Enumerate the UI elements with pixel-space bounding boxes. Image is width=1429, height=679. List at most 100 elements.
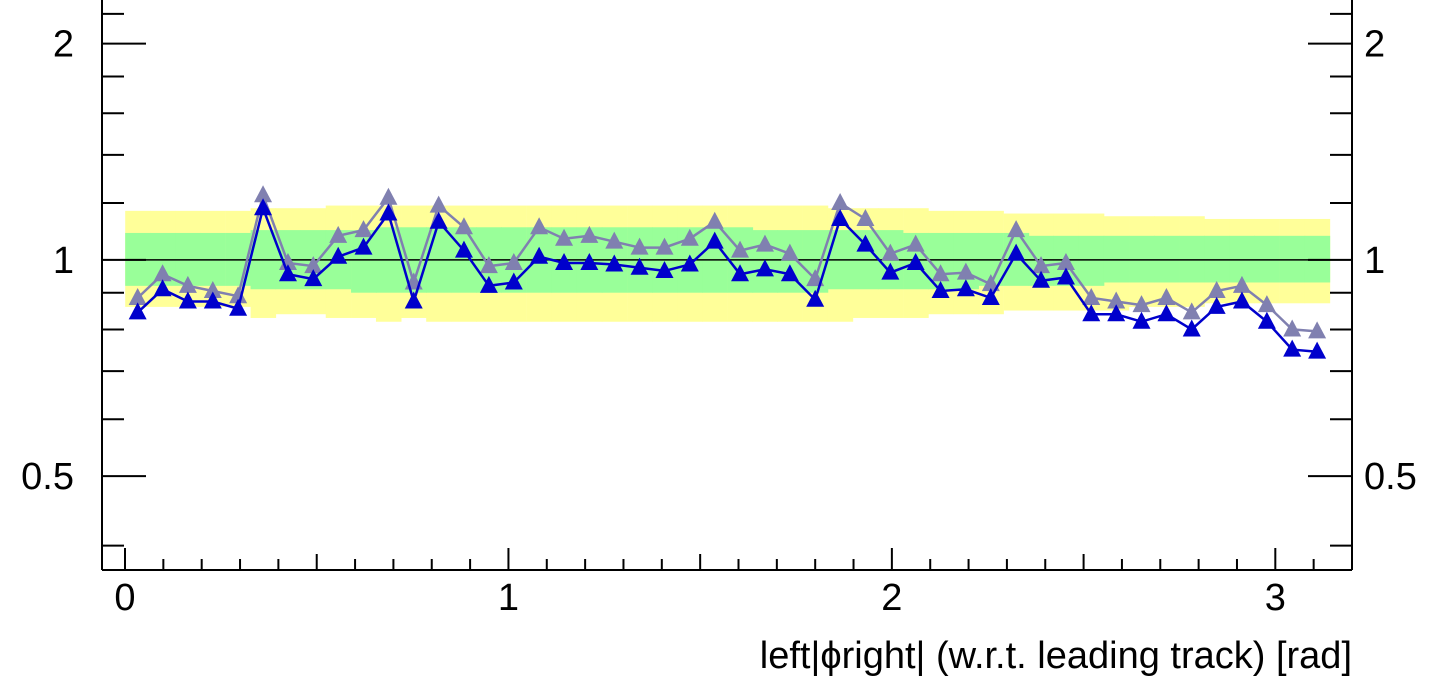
series-2-marker	[1232, 291, 1251, 309]
series-2-marker	[530, 246, 549, 264]
series-1-marker	[203, 280, 222, 298]
series-1-marker	[1257, 295, 1276, 313]
series-1-marker	[1157, 287, 1176, 305]
series-1-marker	[479, 256, 498, 274]
series-2-marker	[906, 252, 925, 270]
series-2-marker	[755, 259, 774, 277]
series-1-marker	[931, 264, 950, 282]
series-2-marker	[630, 257, 649, 275]
tick-labels: 0 1 2 3 0.5 1 2 0.5 1 2	[21, 24, 1417, 619]
series-1-marker	[1056, 252, 1075, 270]
series-1-marker	[454, 217, 473, 235]
series-1-marker	[1182, 302, 1201, 320]
series-1-marker	[655, 237, 674, 255]
y-tick-label-left: 0.5	[21, 456, 74, 498]
series-2-marker	[1132, 311, 1151, 329]
series-2-marker	[178, 291, 197, 309]
series-2-marker	[1032, 270, 1051, 288]
series-1-marker	[1107, 291, 1126, 309]
x-tick-label: 0	[114, 577, 135, 619]
series-1-marker	[429, 195, 448, 213]
series-1-marker	[1283, 319, 1302, 337]
series-2-marker	[379, 203, 398, 221]
y-tick-label-right: 1	[1364, 240, 1385, 282]
series-1-marker	[906, 234, 925, 252]
uncertainty-bands	[125, 205, 1331, 322]
series-1-marker	[1082, 287, 1101, 305]
series-1-marker	[153, 264, 172, 282]
series-1-marker	[254, 185, 273, 203]
series-2-marker	[956, 279, 975, 297]
series-2-marker	[304, 269, 323, 287]
series-2-marker	[1308, 341, 1327, 359]
series-2-marker	[203, 291, 222, 309]
series-1-marker	[354, 220, 373, 238]
series-1-marker	[329, 225, 348, 243]
series-2-marker	[1056, 267, 1075, 285]
x-tick-label: 2	[881, 577, 902, 619]
series-1-marker	[379, 187, 398, 205]
series-2-marker	[655, 260, 674, 278]
series-2-marker	[881, 262, 900, 280]
series-1-marker	[1232, 275, 1251, 293]
series-2-marker	[504, 272, 523, 290]
y-tick-label-left: 1	[53, 240, 74, 282]
series-2-marker	[329, 246, 348, 264]
series-1-marker	[856, 208, 875, 226]
y-tick-label-right: 0.5	[1364, 456, 1417, 498]
series-2-marker	[254, 198, 273, 216]
series-1-marker	[229, 286, 248, 304]
series-2-marker	[555, 252, 574, 270]
axis-ticks	[102, 12, 1352, 570]
series-2-marker	[454, 240, 473, 258]
series-2-marker	[931, 280, 950, 298]
series-2-marker	[128, 302, 147, 320]
series-2-marker	[153, 279, 172, 297]
series-1-marker	[1007, 220, 1026, 238]
series-2-marker	[1082, 304, 1101, 322]
x-tick-label: 3	[1265, 577, 1286, 619]
series-2-marker	[731, 264, 750, 282]
series-1-marker	[1032, 256, 1051, 274]
series-2-marker	[1257, 311, 1276, 329]
series-1-marker	[128, 287, 147, 305]
series-2-marker	[1107, 304, 1126, 322]
series-1-marker	[981, 274, 1000, 292]
series-1-marker	[580, 225, 599, 243]
series-2-marker	[479, 275, 498, 293]
series-1-marker	[731, 240, 750, 258]
series-2-marker	[1207, 296, 1226, 314]
series-2-marker	[354, 237, 373, 255]
inner-band-bin	[1078, 235, 1105, 286]
series-2-marker	[680, 254, 699, 272]
series-1-marker	[504, 252, 523, 270]
series-1-marker	[1207, 280, 1226, 298]
x-axis-title: left|ϕright| (w.r.t. leading track) [rad…	[760, 635, 1352, 677]
series-2-marker	[705, 231, 724, 249]
series-2-marker	[605, 254, 624, 272]
series-1-marker	[304, 256, 323, 274]
series-2-marker	[1182, 319, 1201, 337]
series-2-marker	[429, 211, 448, 229]
series-1-marker	[605, 231, 624, 249]
series-2-marker	[1157, 304, 1176, 322]
series-1-marker	[755, 234, 774, 252]
series-1-marker	[1308, 321, 1327, 339]
series-2-marker	[981, 287, 1000, 305]
series-2-marker	[856, 234, 875, 252]
series-2-marker	[831, 208, 850, 226]
series-1-marker	[178, 275, 197, 293]
series-2-marker	[580, 252, 599, 270]
y-tick-label-right: 2	[1364, 24, 1385, 66]
series-2-marker	[278, 264, 297, 282]
series-1-marker	[705, 211, 724, 229]
series-1-marker	[1132, 295, 1151, 313]
series-1-marker	[881, 243, 900, 261]
series-2-marker	[229, 298, 248, 316]
series-2-marker	[806, 289, 825, 307]
plot-frame	[101, 0, 1353, 571]
y-tick-label-left: 2	[53, 24, 74, 66]
series-1-marker	[780, 243, 799, 261]
series-1-marker	[630, 237, 649, 255]
